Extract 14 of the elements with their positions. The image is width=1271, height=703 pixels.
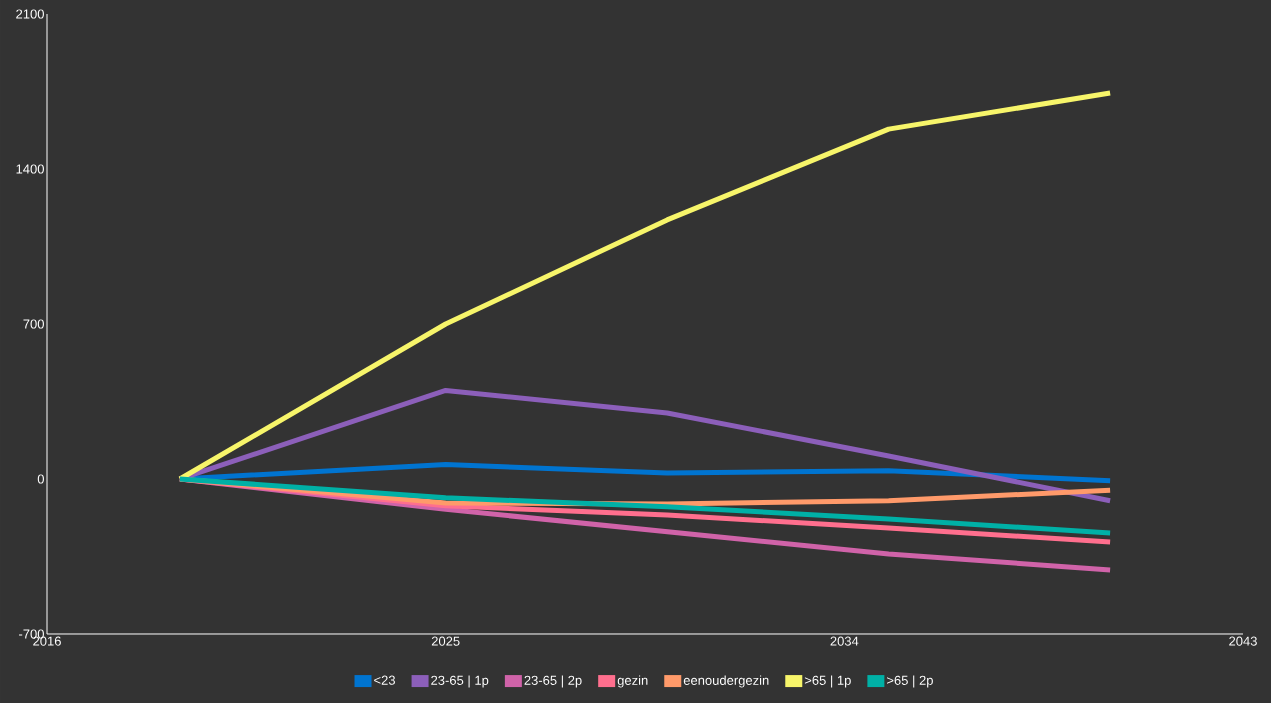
x-tick-label: 2043 [1229, 636, 1257, 646]
legend-label: eenoudergezin [683, 675, 769, 688]
y-tick-label: 0 [37, 474, 44, 484]
x-tick-label: 2034 [830, 636, 859, 646]
legend-label: >65 | 1p [804, 675, 851, 688]
y-tick-label: 2100 [16, 9, 44, 19]
x-tick-label: 2025 [431, 636, 460, 646]
y-tick-label: 1400 [16, 164, 44, 174]
legend-label: <23 [374, 675, 395, 685]
legend-label: gezin [617, 675, 648, 688]
legend-label: 23-65 | 1p [431, 675, 489, 688]
legend-label: >65 | 2p [887, 675, 933, 688]
legend-label: 23-65 | 2p [524, 675, 582, 688]
y-tick-label: 700 [23, 319, 44, 329]
